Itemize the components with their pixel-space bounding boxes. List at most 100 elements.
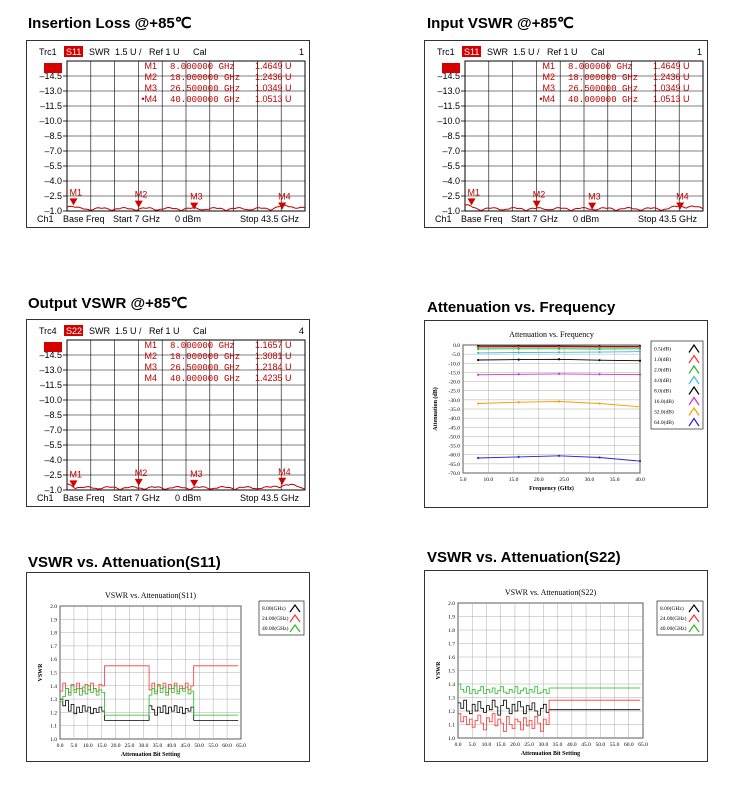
legend-swatch [688, 603, 700, 613]
marker-table-name: M4 [144, 373, 157, 383]
vna-chart-output-vswr: Trc4 S22 SWR 1.5 U / Ref 1 U Cal 4 –14.5 –13.0 –1… [37, 325, 306, 503]
marker-table-value: 1.2184 U [255, 362, 292, 372]
series-point [477, 373, 480, 376]
y-tick-label: –7.0 [44, 425, 62, 435]
marker-table-name: M1 [144, 340, 157, 350]
marker-table-value: 1.1657 U [255, 340, 292, 350]
series-line [458, 699, 641, 732]
marker-table-name: M1 [542, 61, 555, 71]
y-tick-label: –7.0 [44, 146, 62, 156]
x-tick-label: 15.0 [509, 477, 519, 483]
marker-table-name: M3 [542, 83, 555, 93]
y-tick-label: -45.0 [449, 425, 461, 431]
trace-label: Trc1 [39, 47, 57, 57]
param-label: S11 [66, 47, 81, 57]
y-tick-label: –13.0 [437, 86, 460, 96]
marker-label: M3 [190, 192, 203, 202]
series-line [458, 683, 641, 694]
series-line [458, 699, 641, 716]
cal-label: Cal [193, 47, 207, 57]
marker-table-name: •M4 [539, 94, 555, 104]
marker-label: M3 [190, 469, 203, 479]
marker-table-freq: 26.500000 GHz [568, 84, 638, 94]
y-tick-label: -5.0 [451, 352, 460, 358]
legend-label: 4.0(dB) [654, 377, 671, 384]
x-tick-label: 25.0 [559, 477, 569, 483]
marker-label: M1 [70, 187, 83, 197]
marker-table-freq: 26.500000 GHz [170, 84, 240, 94]
x-axis-label: Attenuation Bit Setting [521, 751, 580, 757]
marker-triangle [190, 202, 199, 210]
legend-swatch [289, 603, 301, 613]
ref-label: Ref 1 U [149, 326, 180, 336]
format-label: SWR [487, 47, 508, 57]
y-tick-label: –10.0 [39, 116, 62, 126]
y-tick-label: -35.0 [449, 407, 461, 413]
legend-swatch [688, 354, 700, 364]
vna-chart-input-vswr: Trc1 S11 SWR 1.5 U / Ref 1 U Cal 1 –14.5 –13.0 –1… [435, 46, 704, 224]
x-tick-label: 50.0 [595, 742, 605, 748]
series-point [638, 460, 642, 463]
marker-table-value: 1.4649 U [653, 61, 690, 71]
series-point [517, 351, 520, 354]
y-tick-label: –11.5 [40, 380, 62, 390]
y-tick-label: –11.5 [438, 101, 460, 111]
legend-label: 8.0(dB) [654, 387, 671, 394]
y-tick-label: –8.5 [44, 131, 62, 141]
marker-table-name: M3 [144, 362, 157, 372]
x-tick-label: 35.0 [153, 743, 163, 749]
marker-triangle [69, 198, 78, 206]
series-point [477, 402, 480, 405]
series-point [477, 346, 480, 349]
marker-table-name: M1 [144, 61, 157, 71]
marker-table-name: M2 [542, 72, 555, 82]
marker-table-freq: 18.000000 GHz [568, 73, 638, 83]
x-tick-label: 15.0 [97, 743, 107, 749]
y-tick-label: 1.0 [50, 737, 57, 743]
plot-panel-attenuation: Attenuation vs. Frequency 5.0 10.0 15.0 20.0… [424, 320, 708, 508]
legend-swatch [289, 623, 301, 633]
x-tick-label: 50.0 [194, 743, 204, 749]
param-badge [64, 325, 83, 336]
marker-table-value: 1.4235 U [255, 373, 292, 383]
vna-panel-output-vswr: Trc4 S22 SWR 1.5 U / Ref 1 U Cal 4 –14.5 –13.0 –1… [26, 319, 310, 507]
legend-label: 40.00(GHz) [262, 625, 289, 632]
y-tick-label: –2.5 [44, 470, 62, 480]
y-tick-label: –10.0 [437, 116, 460, 126]
y-tick-label: 1.1 [50, 724, 57, 730]
x-tick-label: 10.0 [483, 477, 493, 483]
plot-title: VSWR vs. Attenuation(S22) [505, 588, 597, 597]
y-tick-label: –13.0 [39, 365, 62, 375]
legend-swatch [688, 417, 700, 427]
y-axis-label: Attenuation (dB) [432, 387, 439, 431]
y-tick-label: 1.2 [50, 710, 57, 716]
legend-label: 0.5(dB) [654, 345, 671, 352]
y-tick-label: 1.0 [448, 736, 455, 742]
marker-label: M2 [135, 190, 148, 200]
x-tick-label: 60.0 [624, 742, 634, 748]
y-tick-label: –2.5 [44, 191, 62, 201]
marker-table-freq: 18.000000 GHz [170, 73, 240, 83]
marker-label: M2 [135, 468, 148, 478]
series-point [477, 347, 480, 351]
y-tick-label: –5.5 [44, 440, 62, 450]
plot-attenuation-vs-frequency: Attenuation vs. Frequency 5.0 10.0 15.0 20.0… [432, 330, 704, 492]
format-label: SWR [89, 47, 110, 57]
x-tick-label: 20.0 [111, 743, 121, 749]
plot-vswr-att-s22: VSWR vs. Attenuation(S22) 0.0 5.0 10.0 15.0 2… [436, 588, 704, 757]
y-tick-label: –8.5 [442, 131, 460, 141]
footer-power: 0 dBm [175, 214, 201, 224]
series-point [598, 347, 601, 351]
y-tick-label: –5.5 [442, 161, 460, 171]
y-tick-label: –4.0 [44, 176, 62, 186]
y-tick-label: 2.0 [50, 604, 57, 610]
series-point [477, 456, 480, 460]
y-tick-label: –4.0 [442, 176, 460, 186]
y-tick-label: –1.0 [44, 206, 62, 216]
format-label: SWR [89, 326, 110, 336]
marker-triangle [278, 202, 287, 210]
trace-number: 4 [299, 326, 304, 336]
y-tick-label: 1.1 [448, 723, 455, 729]
marker-table-name: M2 [144, 72, 157, 82]
x-tick-label: 25.0 [125, 743, 135, 749]
